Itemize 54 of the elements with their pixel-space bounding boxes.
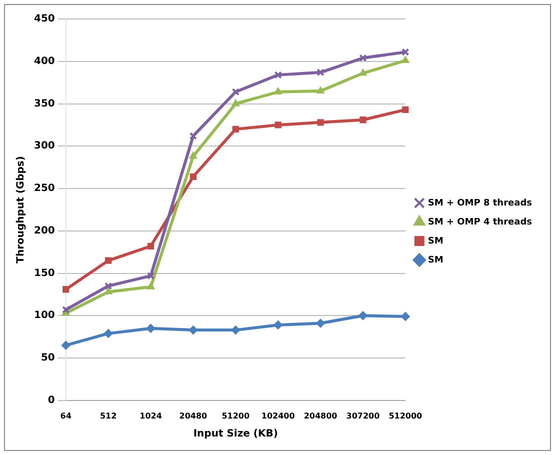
x-tick-label: 512 <box>100 411 117 420</box>
point <box>316 68 324 76</box>
point <box>360 116 366 124</box>
legend-label: SM + OMP 4 threads <box>428 217 532 228</box>
point <box>402 106 409 114</box>
point <box>232 99 240 106</box>
point <box>317 119 324 126</box>
point <box>316 318 326 328</box>
point <box>104 282 112 290</box>
y-tick-label: 0 <box>48 394 55 406</box>
y-tick-label: 450 <box>34 14 55 25</box>
point <box>146 272 155 280</box>
y-tick-label: 400 <box>34 56 55 67</box>
point <box>61 340 70 350</box>
x-tick-label: 204800 <box>304 411 338 420</box>
point <box>400 312 410 321</box>
y-tick-label: 250 <box>34 183 55 194</box>
y-tick-label: 300 <box>34 140 55 152</box>
point <box>104 328 113 338</box>
point <box>359 54 367 62</box>
point <box>104 257 112 264</box>
point <box>232 88 240 96</box>
point <box>189 132 198 140</box>
x-axis-title: Input Size (KB) <box>193 428 278 440</box>
point <box>274 71 282 79</box>
y-axis-title: Throughput (Gbps) <box>16 156 27 264</box>
point <box>190 173 197 180</box>
point <box>62 286 70 293</box>
legend-label: SM <box>428 236 444 246</box>
point <box>274 122 282 128</box>
x-tick-label: 307200 <box>346 411 380 420</box>
point <box>402 48 410 56</box>
point <box>147 242 154 250</box>
x-tick-label: 20480 <box>179 411 208 420</box>
y-tick-label: 50 <box>40 352 55 364</box>
x-tick-label: 51200 <box>222 411 250 420</box>
y-tick-label: 350 <box>34 98 55 110</box>
y-tick-label: 200 <box>34 225 55 236</box>
point <box>274 87 282 94</box>
legend-label: SM + OMP 8 threads <box>428 198 532 208</box>
legend-label: SM <box>428 255 444 266</box>
x-tick-label: 64 <box>60 411 72 420</box>
point <box>232 126 239 133</box>
y-tick-label: 150 <box>34 268 55 279</box>
point <box>316 86 324 94</box>
y-tick-label: 100 <box>34 310 55 322</box>
x-tick-label: 512000 <box>388 411 423 420</box>
point <box>358 311 368 320</box>
point <box>146 282 155 290</box>
point <box>189 152 198 159</box>
point <box>104 287 112 294</box>
x-tick-label: 1024 <box>140 411 162 420</box>
x-tick-label: 102400 <box>261 411 296 420</box>
point <box>274 320 283 330</box>
